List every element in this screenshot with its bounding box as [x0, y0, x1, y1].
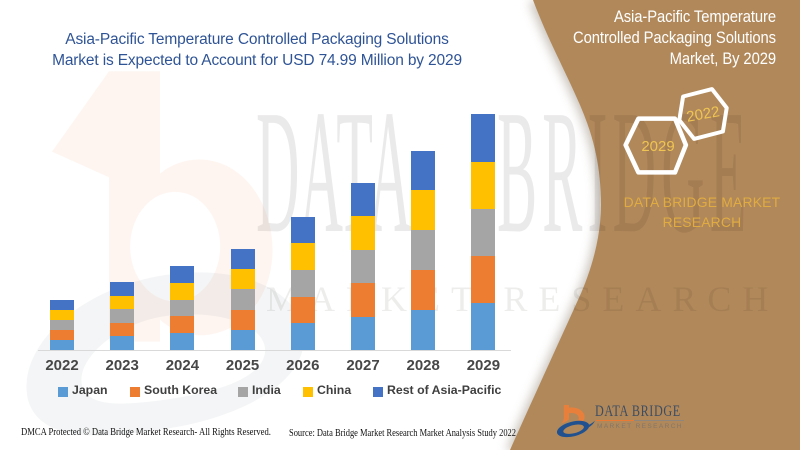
bar-segment-2023-china	[110, 295, 135, 310]
logo-tagline: MARKET RESEARCH	[597, 423, 683, 430]
panel-brand-text: DATA BRIDGE MARKET RESEARCH	[607, 193, 797, 232]
bar-segment-2025-india	[230, 289, 255, 310]
chart-title: Asia-Pacific Temperature Controlled Pack…	[18, 30, 496, 71]
bar-segment-2029-japan	[471, 302, 496, 350]
bar-segment-2022-rest-of-asia-pacific	[50, 300, 74, 311]
bar-segment-2025-rest-of-asia-pacific	[230, 249, 255, 270]
x-axis-label-2028: 2028	[406, 357, 440, 374]
logo-rule-gray	[634, 419, 684, 421]
legend-label: Japan	[72, 383, 108, 397]
bar-segment-2029-south-korea	[471, 255, 496, 303]
logo-rule-orange	[596, 419, 634, 421]
hexagon-2022-label: 2022	[685, 103, 721, 126]
bar-segment-2025-china	[230, 269, 255, 290]
legend-swatch-icon	[303, 387, 313, 397]
panel-brand-line-1: DATA BRIDGE MARKET	[623, 194, 781, 210]
watermark-word-data: DATA	[256, 74, 412, 270]
bar-segment-2023-rest-of-asia-pacific	[110, 282, 135, 296]
hexagon-2022: 2022	[677, 87, 729, 141]
hexagon-2029-label: 2029	[641, 138, 674, 155]
chart-title-line-2: Market is Expected to Account for USD 74…	[52, 51, 462, 69]
bar-segment-2028-india	[411, 230, 436, 271]
bar-segment-2024-south-korea	[170, 316, 195, 334]
legend-label: Rest of Asia-Pacific	[387, 383, 502, 397]
panel-title-line-2: Controlled Packaging Solutions	[573, 28, 776, 47]
watermark-word-bridge: BRIDGE	[497, 74, 752, 270]
bar-segment-2027-china	[351, 216, 375, 250]
bar-segment-2028-south-korea	[411, 270, 436, 311]
bar-segment-2025-south-korea	[230, 309, 255, 330]
bar-segment-2023-japan	[110, 336, 135, 350]
source-note: Source: Data Bridge Market Research Mark…	[289, 428, 516, 439]
legend-label: China	[317, 383, 352, 397]
legend-swatch-icon	[238, 387, 248, 397]
legend-label: India	[252, 383, 281, 397]
panel-brand-line-2: RESEARCH	[662, 213, 742, 230]
bar-segment-2022-south-korea	[50, 330, 74, 340]
watermark-line-market-research: MARKET RESEARCH	[266, 279, 780, 319]
bar-segment-2027-india	[351, 249, 375, 284]
logo-b-icon	[556, 405, 595, 438]
bar-segment-2029-rest-of-asia-pacific	[471, 114, 496, 162]
x-axis-label-2023: 2023	[105, 357, 139, 374]
copyright-note: DMCA Protected © Data Bridge Market Rese…	[21, 427, 271, 438]
panel-title: Asia-Pacific Temperature Controlled Pack…	[463, 6, 776, 69]
bar-segment-2023-south-korea	[110, 322, 135, 337]
company-logo: DATA BRIDGE MARKET RESEARCH	[551, 398, 731, 448]
legend-swatch-icon	[130, 387, 140, 397]
bar-segment-2028-rest-of-asia-pacific	[411, 150, 436, 191]
logo-name: DATA BRIDGE	[595, 403, 681, 420]
legend-swatch-icon	[373, 387, 383, 397]
panel-title-line-1: Asia-Pacific Temperature	[613, 7, 776, 26]
bar-segment-2028-china	[411, 190, 436, 231]
bar-segment-2024-china	[170, 282, 195, 300]
x-axis-label-2029: 2029	[466, 357, 501, 374]
bar-segment-2025-japan	[230, 329, 255, 350]
bar-segment-2024-rest-of-asia-pacific	[170, 265, 195, 283]
x-axis-label-2026: 2026	[286, 357, 320, 374]
hexagon-2022-outline	[677, 87, 729, 141]
bar-segment-2028-japan	[411, 310, 436, 350]
bar-segment-2024-india	[170, 299, 195, 317]
x-axis-label-2024: 2024	[165, 357, 200, 374]
chart-title-line-1: Asia-Pacific Temperature Controlled Pack…	[65, 31, 449, 48]
bar-segment-2022-india	[50, 320, 74, 331]
x-axis-label-2022: 2022	[45, 357, 79, 374]
hexagon-2029-outline	[623, 116, 689, 175]
bar-segment-2026-india	[290, 269, 315, 297]
legend-label: South Korea	[144, 383, 218, 397]
legend-swatch-icon	[58, 387, 68, 397]
bar-segment-2027-rest-of-asia-pacific	[351, 183, 375, 217]
bar-segment-2023-india	[110, 309, 135, 323]
bar-segment-2029-india	[471, 208, 496, 256]
bar-segment-2024-japan	[170, 333, 195, 350]
hexagon-2029: 2029	[623, 116, 689, 175]
x-axis-label-2025: 2025	[225, 357, 260, 374]
bar-segment-2027-south-korea	[351, 283, 375, 317]
bar-segment-2027-japan	[351, 316, 375, 350]
bar-segment-2022-japan	[50, 340, 74, 350]
x-axis-line	[38, 350, 511, 351]
bar-segment-2029-china	[471, 161, 496, 209]
bar-segment-2026-japan	[290, 323, 315, 350]
panel-title-line-3: Market, By 2029	[669, 49, 776, 68]
bar-segment-2026-china	[290, 243, 315, 270]
x-axis-label-2027: 2027	[346, 357, 380, 374]
bar-segment-2026-south-korea	[290, 296, 315, 324]
bar-segment-2022-china	[50, 310, 74, 321]
bar-segment-2026-rest-of-asia-pacific	[290, 216, 315, 244]
